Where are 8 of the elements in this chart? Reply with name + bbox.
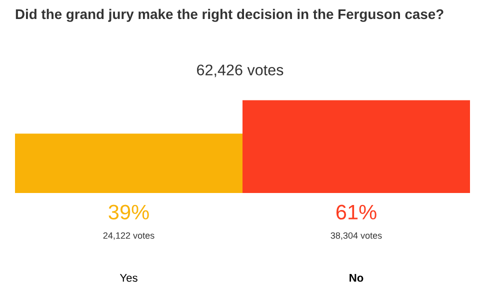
x-tick-label: Yes bbox=[120, 274, 138, 282]
data-label: 61% bbox=[336, 204, 376, 220]
chart-subtitle: 62,426 votes bbox=[197, 64, 284, 78]
data-label: 39% bbox=[108, 204, 149, 220]
text: 38,304 votes bbox=[330, 232, 382, 240]
chart-title: Did the grand jury make the right decision in the Ferguson case? bbox=[16, 8, 444, 22]
text: 24,122 votes bbox=[103, 232, 154, 240]
x-tick-label: No bbox=[350, 274, 364, 282]
